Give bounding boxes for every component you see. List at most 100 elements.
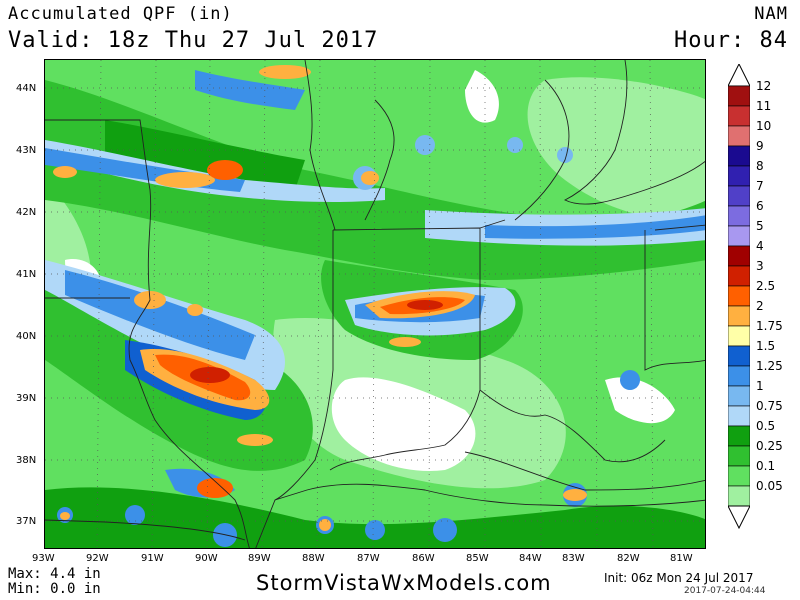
qpf-band-0.75 — [45, 140, 385, 202]
colorbar-label: 2.5 — [756, 279, 776, 293]
colorbar-label: 0.1 — [756, 459, 776, 473]
colorbar-segment — [728, 405, 750, 427]
qpf-core-2 — [361, 171, 379, 185]
dry-area — [465, 70, 499, 123]
colorbar-label: 3 — [756, 259, 764, 273]
colorbar-segment — [728, 385, 750, 407]
qpf-core-2 — [53, 166, 77, 178]
qpf-core-2 — [187, 304, 203, 316]
qpf-cell — [415, 135, 435, 155]
lon-label: 90W — [195, 553, 218, 564]
dry-area — [331, 377, 476, 471]
colorbar-label: 1 — [756, 379, 764, 393]
qpf-field-lightest — [527, 77, 705, 218]
colorbar-label: 0.75 — [756, 399, 783, 413]
qpf-core-2.5 — [207, 160, 243, 180]
colorbar-label: 1.75 — [756, 319, 783, 333]
colorbar-segment — [728, 285, 750, 307]
site-credit: StormVistaWxModels.com — [256, 571, 552, 595]
colorbar-label: 0.5 — [756, 419, 776, 433]
lon-label: 83W — [562, 553, 585, 564]
lat-label: 38N — [16, 455, 37, 466]
colorbar-segment — [728, 425, 750, 447]
max-value: Max: 4.4 in — [8, 566, 101, 582]
colorbar-label: 2 — [756, 299, 764, 313]
colorbar-segment — [728, 365, 750, 387]
lat-label: 43N — [16, 145, 37, 156]
qpf-cell — [507, 137, 523, 153]
lon-label: 86W — [412, 553, 435, 564]
qpf-core-2 — [319, 519, 331, 531]
qpf-cell — [433, 518, 457, 542]
qpf-band-1.25 — [485, 215, 705, 239]
lon-label: 89W — [248, 553, 271, 564]
colorbar-label: 1.5 — [756, 339, 776, 353]
qpf-field-dark — [45, 487, 705, 548]
qpf-core-2 — [563, 489, 587, 501]
colorbar-label: 0.05 — [756, 479, 783, 493]
colorbar-label: 12 — [756, 79, 772, 93]
lon-label: 87W — [357, 553, 380, 564]
model-name: NAM — [754, 4, 788, 24]
colorbar-segment — [728, 185, 750, 207]
colorbar-segment — [728, 165, 750, 187]
colorbar-label: 7 — [756, 179, 764, 193]
lat-label: 40N — [16, 331, 37, 342]
lat-label: 44N — [16, 83, 37, 94]
valid-time: Valid: 18z Thu 27 Jul 2017 — [8, 28, 379, 53]
lon-label: 82W — [617, 553, 640, 564]
lon-label: 81W — [670, 553, 693, 564]
qpf-core-4 — [190, 367, 230, 383]
qpf-core-2 — [155, 172, 215, 188]
colorbar-segment — [728, 85, 750, 107]
qpf-cell — [620, 370, 640, 390]
lon-label: 85W — [466, 553, 489, 564]
colorbar-segment — [728, 345, 750, 367]
colorbar-top-cap — [728, 64, 750, 87]
qpf-core-2.5 — [197, 478, 233, 498]
state-borders — [45, 60, 705, 548]
colorbar-label: 11 — [756, 99, 772, 113]
lon-label: 91W — [141, 553, 164, 564]
colorbar-segment — [728, 265, 750, 287]
lat-label: 37N — [16, 516, 37, 527]
qpf-band-1.25 — [65, 270, 255, 360]
colorbar-label: 5 — [756, 219, 764, 233]
colorbar-label: 1.25 — [756, 359, 783, 373]
lat-label: 41N — [16, 269, 37, 280]
qpf-core-2 — [60, 512, 70, 520]
colorbar-segment — [728, 465, 750, 487]
generated-timestamp: 2017-07-24-04:44 — [684, 586, 766, 596]
lat-label: 42N — [16, 207, 37, 218]
precipitation-map — [44, 59, 706, 549]
forecast-hour: Hour: 84 — [674, 28, 788, 53]
lon-label: 88W — [302, 553, 325, 564]
colorbar — [728, 64, 750, 530]
qpf-band-1.25 — [195, 70, 305, 110]
lon-label: 93W — [32, 553, 55, 564]
colorbar-segment — [728, 485, 750, 507]
qpf-core-2 — [389, 337, 421, 347]
colorbar-label: 6 — [756, 199, 764, 213]
qpf-core-2 — [259, 65, 311, 79]
dry-area — [605, 377, 675, 424]
colorbar-segment — [728, 225, 750, 247]
qpf-cell — [125, 505, 145, 525]
lon-label: 92W — [86, 553, 109, 564]
colorbar-segment — [728, 125, 750, 147]
colorbar-label: 8 — [756, 159, 764, 173]
colorbar-segment — [728, 145, 750, 167]
colorbar-label: 10 — [756, 119, 772, 133]
colorbar-segment — [728, 305, 750, 327]
colorbar-segment — [728, 205, 750, 227]
lon-label: 84W — [519, 553, 542, 564]
min-value: Min: 0.0 in — [8, 581, 101, 597]
colorbar-label: 0.25 — [756, 439, 783, 453]
lat-lon-grid — [45, 60, 705, 548]
colorbar-label: 9 — [756, 139, 764, 153]
qpf-field-dark — [105, 120, 305, 190]
qpf-cell — [365, 520, 385, 540]
qpf-cell — [557, 147, 573, 163]
colorbar-label: 4 — [756, 239, 764, 253]
lat-label: 39N — [16, 393, 37, 404]
